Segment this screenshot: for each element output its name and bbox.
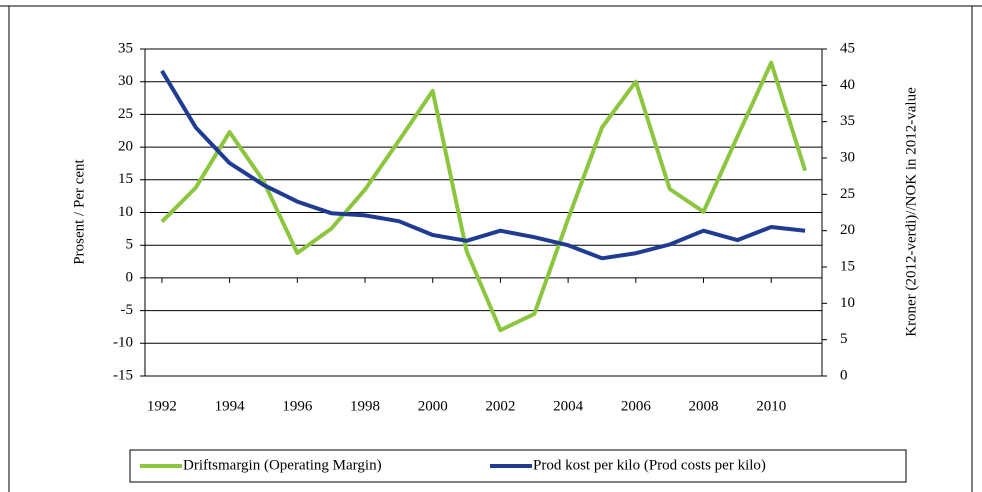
x-tick-label: 2002	[485, 398, 515, 414]
y-axis-label: Prosent / Per cent	[71, 158, 87, 264]
y-tick-label: 35	[118, 40, 133, 56]
x-tick-label: 2006	[621, 398, 652, 414]
y2-tick-label: 40	[840, 77, 855, 93]
y2-tick-label: 45	[840, 40, 855, 56]
legend-label: Driftsmargin (Operating Margin)	[183, 457, 382, 473]
y2-tick-label: 10	[840, 295, 855, 311]
y2-tick-label: 35	[840, 113, 855, 129]
y2-tick-label: 25	[840, 186, 855, 202]
y-tick-label: 25	[118, 106, 133, 122]
x-tick-label: 1996	[282, 398, 313, 414]
y2-tick-label: 30	[840, 149, 855, 165]
x-tick-label: 1992	[147, 398, 177, 414]
legend-box	[129, 449, 907, 483]
y-tick-label: 10	[118, 204, 133, 220]
y-tick-label: -10	[113, 335, 133, 351]
series-line	[160, 60, 808, 333]
y-tick-label: 30	[118, 73, 133, 89]
legend-label: Prod kost per kilo (Prod costs per kilo)	[533, 457, 766, 473]
x-tick-label: 2004	[553, 398, 584, 414]
y-tick-label: -15	[113, 367, 133, 383]
y2-tick-label: 0	[840, 367, 848, 383]
y2-axis-label: Kroner (2012-verdi)//NOK in 2012-value	[903, 87, 919, 337]
y-tick-label: 5	[126, 237, 134, 253]
y-tick-label: 15	[118, 171, 133, 187]
x-tick-label: 2010	[756, 398, 786, 414]
y-tick-label: -5	[121, 302, 134, 318]
y2-tick-label: 5	[840, 331, 848, 347]
series-line	[160, 69, 806, 261]
y2-tick-label: 15	[840, 258, 855, 274]
y2-tick-label: 20	[840, 222, 855, 238]
y-tick-label: 0	[126, 269, 134, 285]
x-tick-label: 2000	[418, 398, 448, 414]
y-tick-label: 20	[118, 139, 133, 155]
x-tick-label: 2008	[689, 398, 719, 414]
x-tick-label: 1998	[350, 398, 380, 414]
x-tick-label: 1994	[215, 398, 246, 414]
